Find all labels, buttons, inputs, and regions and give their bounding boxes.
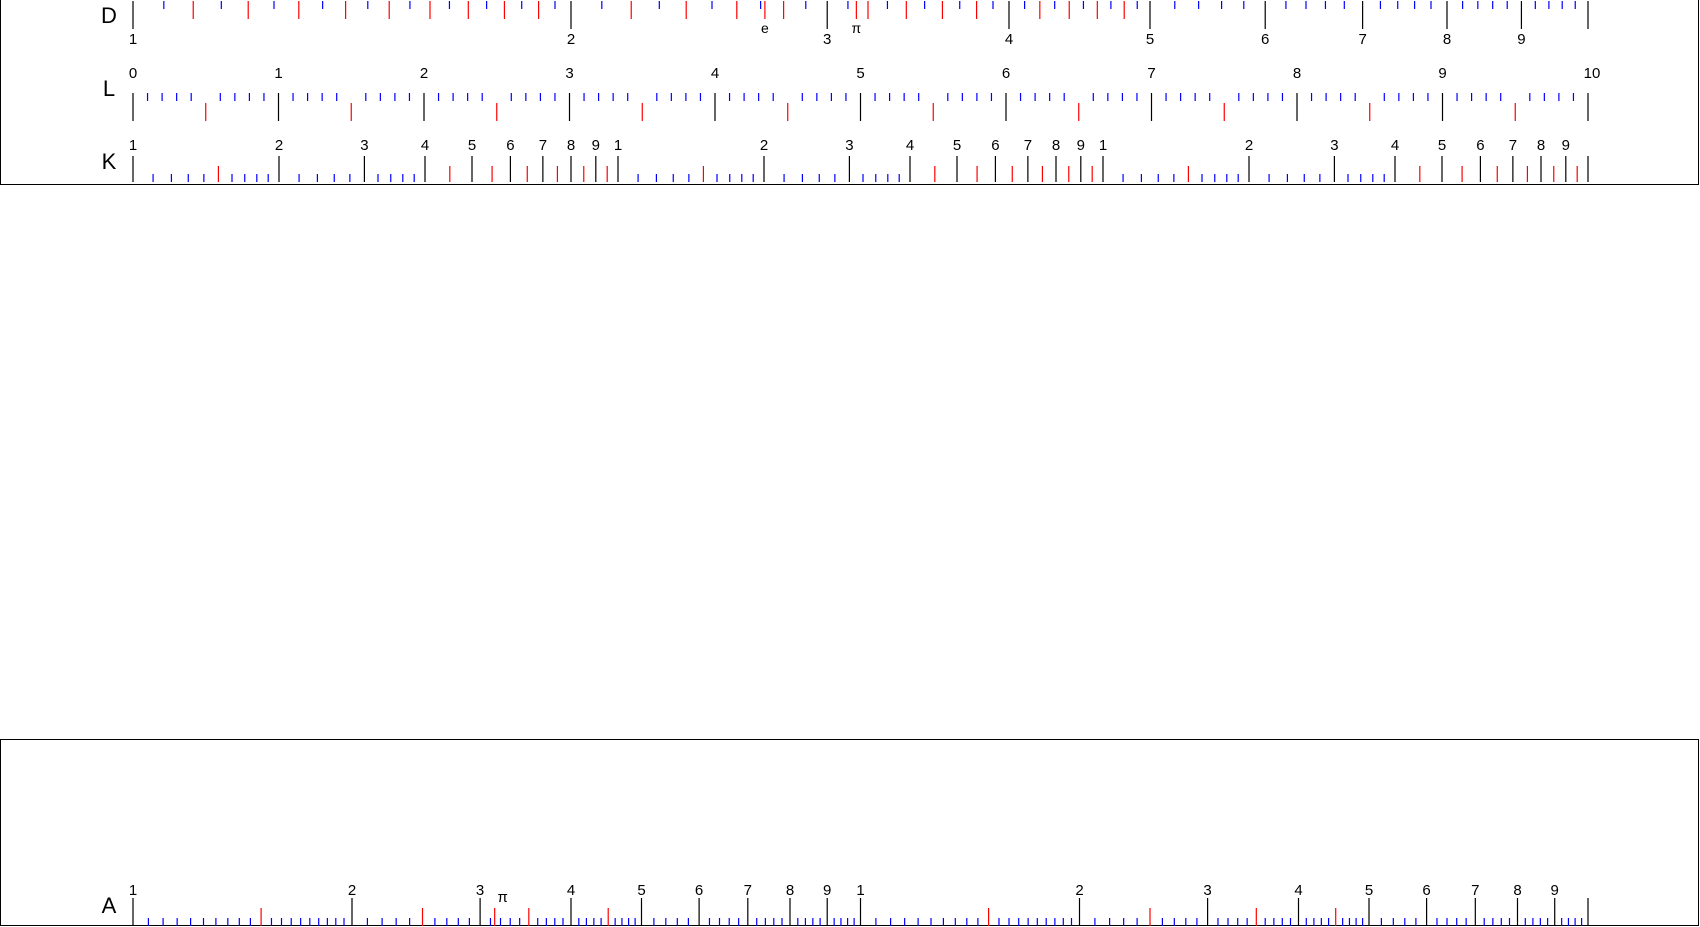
tick-label: 2 — [1075, 882, 1083, 899]
tick-label: 6 — [991, 137, 999, 154]
tick-label: 8 — [567, 137, 575, 154]
tick-label: 7 — [539, 137, 547, 154]
scale-d: 1 2 3 4 5 6 7 8 9 e π D — [101, 1, 1589, 48]
tick-label: 9 — [1562, 137, 1570, 154]
tick-label: 5 — [953, 137, 961, 154]
tick-label: 1 — [856, 882, 864, 899]
constant-label: π — [852, 20, 862, 36]
tick-label: 7 — [1509, 137, 1517, 154]
tick-label: 5 — [1438, 137, 1446, 154]
tick-label: 2 — [567, 31, 575, 48]
tick-label: 1 — [614, 137, 622, 154]
tick-label: 9 — [592, 137, 600, 154]
constant-label: π — [497, 889, 507, 906]
tick-label: 1 — [274, 65, 282, 82]
tick-label: 9 — [1551, 882, 1559, 899]
tick-label: 0 — [129, 65, 137, 82]
tick-label: 6 — [1002, 65, 1010, 82]
tick-label: 1 — [1099, 137, 1107, 154]
tick-label: 9 — [1077, 137, 1085, 154]
slide-scales-canvas: 1 2 3 4 5 6 7 8 9 1 2 3 4 5 6 7 8 9 π A — [102, 882, 1589, 926]
tick-label: 6 — [1476, 137, 1484, 154]
tick-label: 3 — [1330, 137, 1338, 154]
tick-label: 3 — [565, 65, 573, 82]
tick-label: 7 — [1147, 65, 1155, 82]
scale-name: D — [101, 3, 117, 28]
tick-label: 8 — [1513, 882, 1521, 899]
tick-label: 5 — [1365, 882, 1373, 899]
scale-l: 0 1 2 3 4 5 6 7 8 9 10 L — [103, 65, 1600, 121]
tick-label: 5 — [468, 137, 476, 154]
tick-label: 8 — [786, 882, 794, 899]
scale-name: L — [103, 76, 115, 101]
scale-a: 1 2 3 4 5 6 7 8 9 1 2 3 4 5 6 7 8 9 π A — [102, 882, 1589, 926]
scale-name: A — [102, 893, 117, 918]
tick-label: 4 — [1391, 137, 1399, 154]
tick-label: 7 — [744, 882, 752, 899]
tick-label: 8 — [1537, 137, 1545, 154]
tick-label: 2 — [420, 65, 428, 82]
scale-name: K — [102, 149, 117, 174]
tick-label: 5 — [1146, 31, 1154, 48]
tick-label: 8 — [1293, 65, 1301, 82]
tick-label: 3 — [823, 31, 831, 48]
scale-k: 1 2 3 4 5 6 7 8 9 1 2 3 4 5 6 7 8 9 1 2 3 4 5 6 7 8 9K — [102, 137, 1589, 182]
tick-label: 9 — [823, 882, 831, 899]
tick-label: 3 — [845, 137, 853, 154]
tick-label: 2 — [760, 137, 768, 154]
tick-label: 1 — [129, 882, 137, 899]
tick-label: 2 — [1245, 137, 1253, 154]
tick-label: 5 — [856, 65, 864, 82]
tick-label: 7 — [1024, 137, 1032, 154]
tick-label: 6 — [695, 882, 703, 899]
tick-label: 7 — [1471, 882, 1479, 899]
tick-label: 3 — [1203, 882, 1211, 899]
tick-label: 3 — [476, 882, 484, 899]
tick-label: 1 — [129, 137, 137, 154]
tick-label: 4 — [1005, 31, 1013, 48]
tick-label: 4 — [906, 137, 914, 154]
tick-label: 6 — [1422, 882, 1430, 899]
tick-label: 3 — [360, 137, 368, 154]
tick-label: 5 — [637, 882, 645, 899]
tick-label: 1 — [129, 31, 137, 48]
tick-label: 4 — [421, 137, 429, 154]
tick-label: 10 — [1584, 65, 1601, 82]
tick-label: 7 — [1358, 31, 1366, 48]
tick-label: 2 — [275, 137, 283, 154]
constant-label: e — [761, 20, 769, 36]
tick-label: 2 — [348, 882, 356, 899]
tick-label: 4 — [711, 65, 719, 82]
tick-label: 6 — [1261, 31, 1269, 48]
tick-label: 9 — [1438, 65, 1446, 82]
tick-label: 8 — [1443, 31, 1451, 48]
tick-label: 8 — [1052, 137, 1060, 154]
tick-label: 4 — [567, 882, 575, 899]
slide-rule-slide[interactable]: 1 2 3 4 5 6 7 8 9 1 2 3 4 5 6 7 8 9 π A — [0, 739, 1699, 926]
tick-label: 9 — [1517, 31, 1525, 48]
tick-label: 6 — [506, 137, 514, 154]
tick-label: 4 — [1294, 882, 1302, 899]
